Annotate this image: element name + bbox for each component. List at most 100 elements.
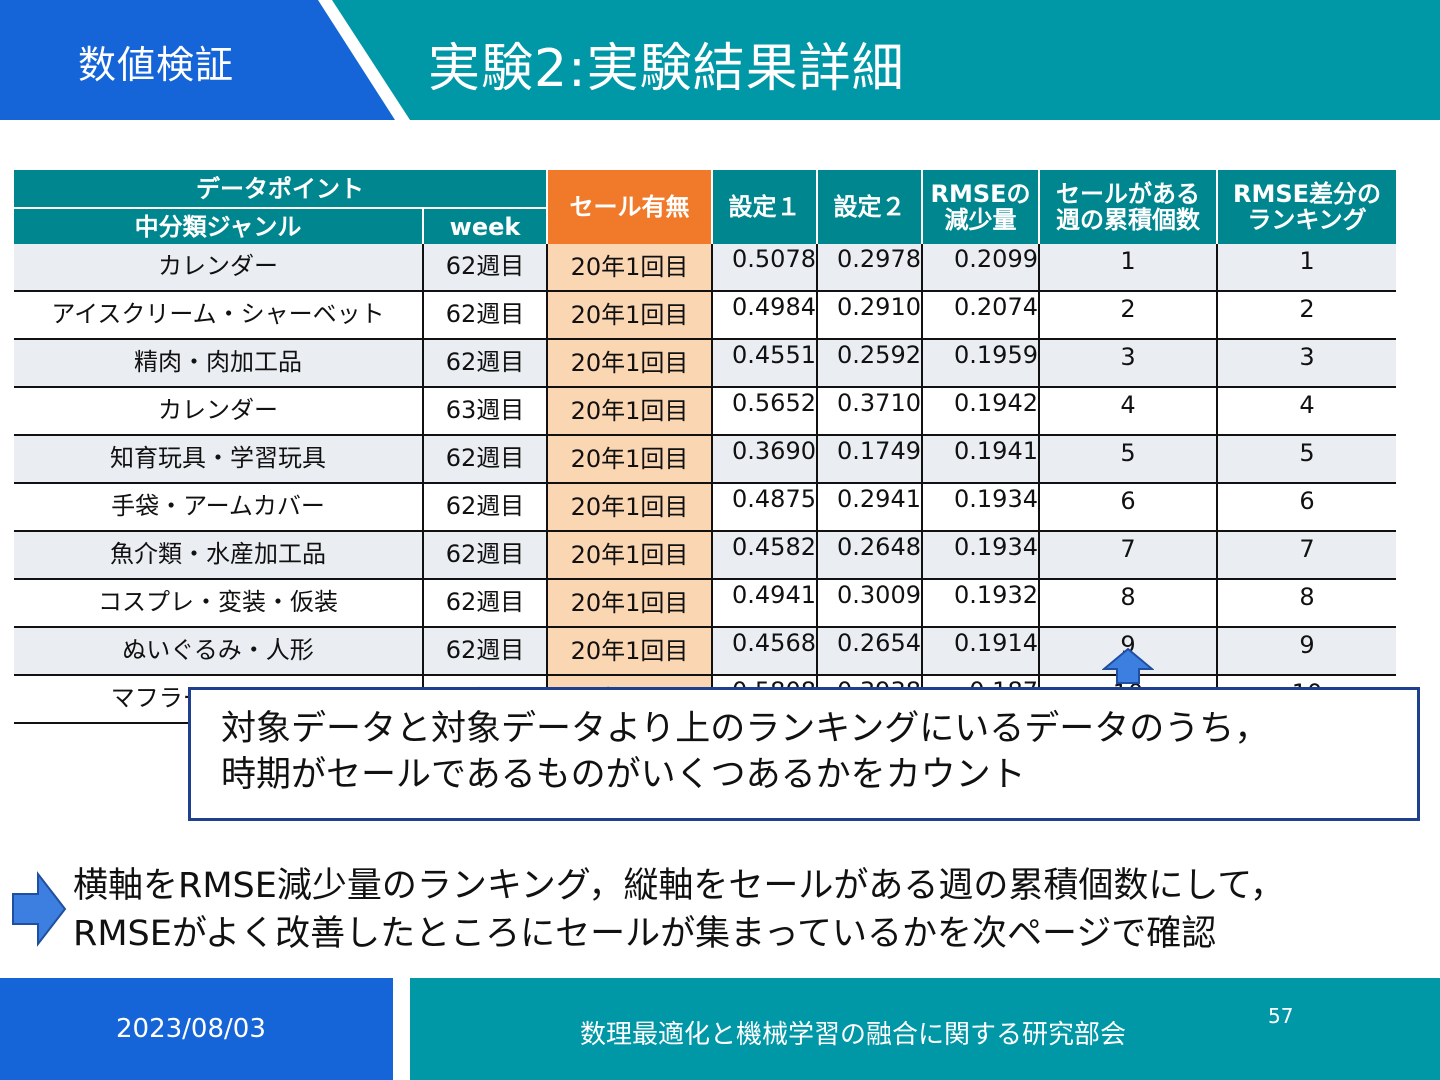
setting2-cell: 0.2910 <box>816 291 922 340</box>
rmse-reduction-cell: 0.1934 <box>921 483 1039 532</box>
sale-cell: 20年1回目 <box>546 627 712 676</box>
setting1-header: 設定１ <box>711 170 817 244</box>
sale-count-cell: 2 <box>1038 291 1217 340</box>
note-line: 対象データと対象データより上のランキングにいるデータのうち， <box>221 709 1270 749</box>
setting2-cell: 0.3710 <box>816 387 922 436</box>
week-cell: 63週目 <box>422 387 547 436</box>
setting1-cell: 0.4984 <box>711 291 817 340</box>
setting1-cell: 0.4568 <box>711 627 817 676</box>
sale-count-cell: 1 <box>1038 244 1217 292</box>
setting2-cell: 0.2654 <box>816 627 922 676</box>
rmse-reduction-cell: 0.2099 <box>921 244 1039 292</box>
table-row: 魚介類・水産加工品 62週目 20年1回目 0.4582 0.2648 0.1934 7 7 <box>14 531 1396 580</box>
sale-cell: 20年1回目 <box>546 579 712 628</box>
rmse-reduction-cell: 0.1942 <box>921 387 1039 436</box>
genre-cell: カレンダー <box>14 387 423 436</box>
sale-cell: 20年1回目 <box>546 435 712 484</box>
footer-right <box>410 978 1440 1080</box>
sale-cell: 20年1回目 <box>546 531 712 580</box>
rmse-rank-header: RMSE差分の ランキング <box>1216 170 1396 244</box>
setting1-cell: 0.5652 <box>711 387 817 436</box>
rmse-rank-cell: 5 <box>1216 435 1396 484</box>
datapoint-header: データポイント <box>14 170 547 208</box>
sale-count-header: セールがある 週の累積個数 <box>1038 170 1217 244</box>
week-cell: 62週目 <box>422 244 547 292</box>
arrow-up-icon <box>1102 647 1154 684</box>
week-cell: 62週目 <box>422 339 547 388</box>
setting2-cell: 0.2648 <box>816 531 922 580</box>
sale-cell: 20年1回目 <box>546 291 712 340</box>
setting2-cell: 0.2592 <box>816 339 922 388</box>
rmse-rank-cell: 3 <box>1216 339 1396 388</box>
note-line: 時期がセールであるものがいくつあるかをカウント <box>221 755 1026 795</box>
setting1-cell: 0.4582 <box>711 531 817 580</box>
sale-count-cell: 9 <box>1038 627 1217 676</box>
sale-header: セール有無 <box>546 170 712 244</box>
setting2-cell: 0.3009 <box>816 579 922 628</box>
sale-cell: 20年1回目 <box>546 339 712 388</box>
rmse-reduction-cell: 0.1934 <box>921 531 1039 580</box>
rmse-rank-cell: 8 <box>1216 579 1396 628</box>
sale-count-cell: 5 <box>1038 435 1217 484</box>
week-cell: 62週目 <box>422 483 547 532</box>
table-row: カレンダー 63週目 20年1回目 0.5652 0.3710 0.1942 4 4 <box>14 387 1396 436</box>
sale-count-cell: 8 <box>1038 579 1217 628</box>
setting1-cell: 0.4551 <box>711 339 817 388</box>
genre-cell: 精肉・肉加工品 <box>14 339 423 388</box>
rmse-reduction-cell: 0.1932 <box>921 579 1039 628</box>
week-cell: 62週目 <box>422 579 547 628</box>
footer-date: 2023/08/03 <box>116 1014 266 1044</box>
sale-count-cell: 6 <box>1038 483 1217 532</box>
setting2-cell: 0.1749 <box>816 435 922 484</box>
genre-cell: 魚介類・水産加工品 <box>14 531 423 580</box>
footer-meeting-name: 数理最適化と機械学習の融合に関する研究部会 <box>580 1020 1127 1050</box>
week-cell: 62週目 <box>422 435 547 484</box>
table-row: コスプレ・変装・仮装 62週目 20年1回目 0.4941 0.3009 0.1932 8 8 <box>14 579 1396 628</box>
table-row: 手袋・アームカバー 62週目 20年1回目 0.4875 0.2941 0.1934 6 6 <box>14 483 1396 532</box>
section-label: 数値検証 <box>78 43 235 87</box>
table-row: カレンダー 62週目 20年1回目 0.5078 0.2978 0.2099 1 1 <box>14 244 1396 292</box>
note-box: 対象データと対象データより上のランキングにいるデータのうち， 時期がセールである… <box>188 687 1420 821</box>
setting1-cell: 0.5078 <box>711 244 817 292</box>
footer-left <box>0 978 393 1080</box>
sale-cell: 20年1回目 <box>546 483 712 532</box>
week-header: week <box>422 207 547 244</box>
rmse-rank-cell: 9 <box>1216 627 1396 676</box>
setting1-cell: 0.4941 <box>711 579 817 628</box>
sale-cell: 20年1回目 <box>546 244 712 292</box>
genre-cell: コスプレ・変装・仮装 <box>14 579 423 628</box>
setting2-header: 設定２ <box>816 170 922 244</box>
setting1-cell: 0.3690 <box>711 435 817 484</box>
genre-header: 中分類ジャンル <box>14 207 423 244</box>
table-row: 精肉・肉加工品 62週目 20年1回目 0.4551 0.2592 0.1959 3 3 <box>14 339 1396 388</box>
page-number: 57 <box>1268 1004 1294 1028</box>
rmse-reduction-header: RMSEの 減少量 <box>921 170 1039 244</box>
sale-cell: 20年1回目 <box>546 387 712 436</box>
genre-cell: カレンダー <box>14 244 423 292</box>
week-cell: 62週目 <box>422 531 547 580</box>
setting2-cell: 0.2978 <box>816 244 922 292</box>
rmse-rank-cell: 7 <box>1216 531 1396 580</box>
section-tab <box>0 0 395 120</box>
genre-cell: ぬいぐるみ・人形 <box>14 627 423 676</box>
table-row: ぬいぐるみ・人形 62週目 20年1回目 0.4568 0.2654 0.1914 9 9 <box>14 627 1396 676</box>
rmse-rank-cell: 1 <box>1216 244 1396 292</box>
rmse-reduction-cell: 0.1941 <box>921 435 1039 484</box>
rmse-reduction-cell: 0.1959 <box>921 339 1039 388</box>
arrow-right-icon <box>12 871 67 947</box>
week-cell: 62週目 <box>422 291 547 340</box>
genre-cell: 手袋・アームカバー <box>14 483 423 532</box>
genre-cell: アイスクリーム・シャーベット <box>14 291 423 340</box>
conclusion-text: 横軸をRMSE減少量のランキング，縦軸をセールがある週の累積個数にして， RMS… <box>73 866 1285 954</box>
setting2-cell: 0.2941 <box>816 483 922 532</box>
rmse-rank-cell: 2 <box>1216 291 1396 340</box>
rmse-reduction-cell: 0.2074 <box>921 291 1039 340</box>
setting1-cell: 0.4875 <box>711 483 817 532</box>
table-row: アイスクリーム・シャーベット 62週目 20年1回目 0.4984 0.2910 0.20… <box>14 291 1396 340</box>
sale-count-cell: 4 <box>1038 387 1217 436</box>
rmse-rank-cell: 6 <box>1216 483 1396 532</box>
rmse-rank-cell: 4 <box>1216 387 1396 436</box>
results-table: データポイント セール有無 設定１ 設定２ RMSEの 減少量 セールがある 週… <box>14 170 1396 724</box>
genre-cell: 知育玩具・学習玩具 <box>14 435 423 484</box>
sale-count-cell: 7 <box>1038 531 1217 580</box>
